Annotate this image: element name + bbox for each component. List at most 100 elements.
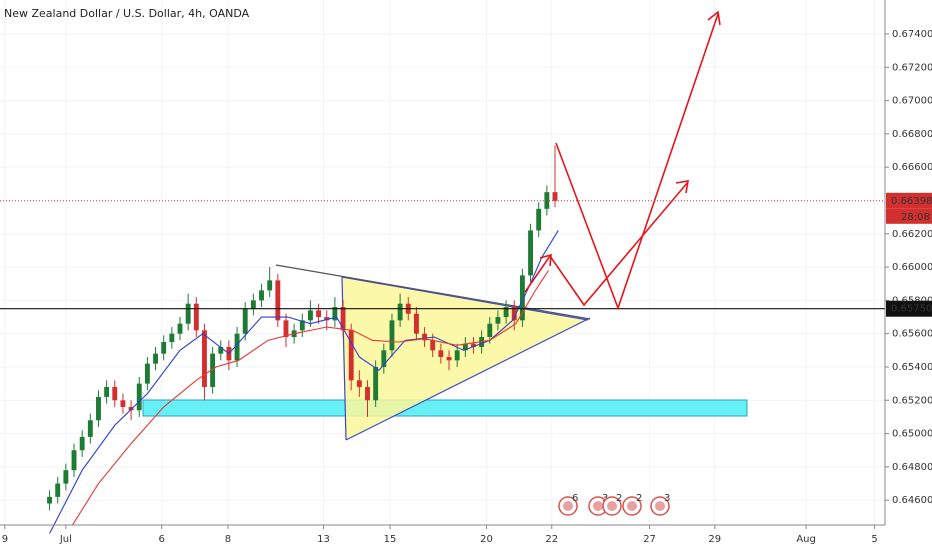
arrow-head [707, 10, 721, 26]
candle-body [307, 310, 313, 321]
grid [0, 0, 885, 525]
candle-body [71, 450, 77, 471]
x-tick-label: 5 [871, 534, 877, 545]
candle-body [348, 330, 354, 381]
candle-body [79, 436, 85, 451]
candle-body [128, 406, 134, 411]
candle-body [462, 343, 468, 351]
y-tick-label: 0.65000 [892, 429, 932, 440]
event-count: 2 [636, 493, 642, 504]
arrow-head [539, 253, 552, 267]
x-tick-label: 22 [545, 534, 558, 545]
event-count: 6 [572, 493, 578, 504]
triangle-edge [341, 276, 589, 321]
candle-body [153, 353, 158, 364]
overlay [524, 10, 721, 311]
y-tick-label: 0.65200 [892, 395, 932, 406]
x-tick-label: 29 [708, 534, 721, 545]
event-flag [627, 501, 637, 511]
candle-body [381, 350, 387, 367]
y-tick-label: 0.67400 [892, 29, 932, 40]
event-flag [607, 501, 617, 511]
level-box [886, 300, 932, 317]
x-tick-label: 6 [159, 534, 165, 545]
x-tick-label: Aug [796, 534, 816, 545]
event-flag [655, 501, 665, 511]
countdown-label: 28:08 [901, 212, 930, 223]
candle-body [112, 386, 118, 401]
trend-line [275, 264, 591, 320]
candle-body [63, 470, 69, 484]
y-tick-label: 0.65400 [892, 362, 932, 373]
candle-body [250, 300, 256, 309]
y-tick-label: 0.66600 [892, 162, 932, 173]
candle-body [389, 320, 395, 351]
x-tick-label: Jul [59, 534, 72, 545]
x-tick-label: 9 [2, 534, 8, 545]
candle-body [55, 483, 61, 497]
candle-body [218, 347, 224, 354]
candle-body [87, 420, 93, 437]
candle-body [397, 303, 403, 321]
candle-body [495, 317, 501, 324]
candle-body [365, 386, 370, 401]
x-tick-label: 20 [480, 534, 493, 545]
triangle-pattern [342, 277, 588, 440]
candle-body [324, 317, 330, 321]
candle-body [202, 330, 207, 387]
y-tick-label: 0.66800 [892, 129, 932, 140]
candle-body [299, 320, 305, 331]
candle-body [454, 350, 460, 361]
x-tick-label: 13 [317, 534, 330, 545]
candle-body [242, 308, 248, 334]
candle-body [373, 366, 379, 401]
candle-body [144, 363, 150, 384]
projection-arrow [524, 181, 689, 307]
x-tick-label: 27 [643, 534, 656, 545]
support-zone [142, 399, 748, 417]
candle-body [185, 303, 191, 324]
candle-body [47, 496, 53, 504]
candle-body [340, 307, 346, 331]
moving-average [49, 230, 559, 534]
candle-body [446, 356, 452, 361]
moving-average [71, 270, 549, 526]
candle-body [96, 396, 101, 421]
candle-body [234, 333, 240, 361]
x-tick-label: 8 [225, 534, 231, 545]
chart-title: New Zealand Dollar / U.S. Dollar, 4h, OA… [4, 7, 250, 20]
candle-body [210, 353, 216, 387]
projection-arrow [555, 13, 719, 311]
candle-body [316, 310, 322, 318]
event-flag [593, 501, 603, 511]
candle-body [104, 386, 110, 397]
candle-body [471, 343, 476, 348]
triangle-edge [345, 317, 591, 441]
x-tick-label: 15 [384, 534, 397, 545]
last-price-label: 0.66398 [891, 196, 932, 207]
level-label: 0.65750 [891, 304, 932, 315]
candle-body [511, 307, 517, 321]
last-price-box [886, 192, 932, 209]
candle-body [332, 307, 338, 321]
axes: 0.64600 0.64800 0.65000 0.65200 0.65400 0.656… [2, 29, 932, 545]
event-count: 2 [616, 493, 622, 504]
candle-body [519, 275, 525, 321]
candle-body [267, 280, 273, 291]
y-tick-label: 0.65600 [892, 329, 932, 340]
candle-body [259, 290, 264, 301]
candle-body [528, 230, 533, 276]
candle-body [275, 280, 281, 321]
candle-body [161, 342, 167, 354]
candle-body [136, 383, 142, 411]
arrow-head [675, 180, 689, 194]
candle-body [487, 323, 493, 338]
candle-body [169, 333, 175, 343]
candle-body [430, 340, 436, 351]
y-tick-label: 0.67200 [892, 62, 932, 73]
candle-body [120, 400, 126, 407]
countdown-box [886, 208, 932, 224]
event-count: 3 [602, 493, 608, 504]
candle-body [552, 192, 558, 201]
